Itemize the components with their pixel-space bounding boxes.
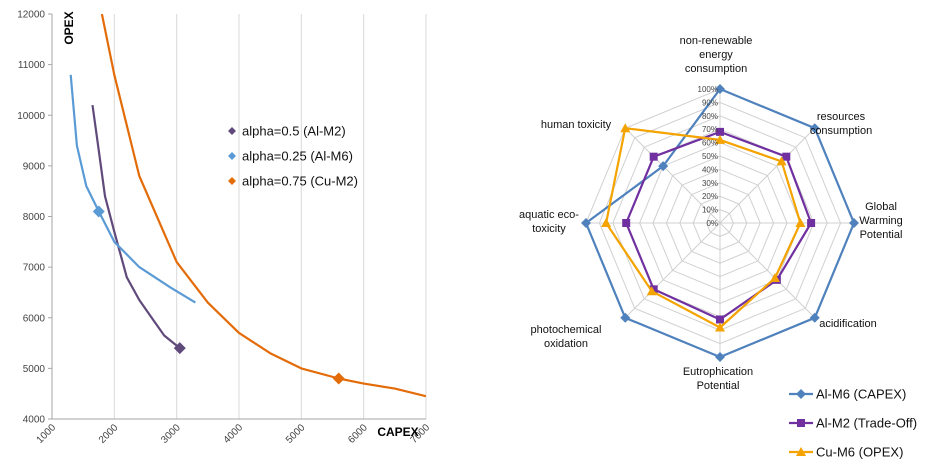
radar-legend-label-0: Al-M6 (CAPEX) — [816, 387, 906, 402]
x-axis-title: CAPEX — [377, 425, 418, 439]
radar-spoke — [719, 127, 816, 224]
y-tick-label: 11000 — [18, 60, 46, 71]
radar-marker-1 — [782, 152, 791, 161]
radar-marker-0 — [809, 312, 820, 323]
x-tick-label: 4000 — [222, 422, 246, 446]
radar-ring-label: 80% — [702, 112, 718, 121]
y-tick-label: 8000 — [23, 212, 46, 223]
radar-marker-0 — [849, 218, 859, 228]
radar-marker-0 — [620, 312, 631, 323]
line-chart-series — [69, 14, 426, 398]
line-chart-ticks: 1000 2000 3000 4000 5000 6000 7000 4000 5000 6000… — [17, 10, 432, 446]
radar-ring-label: 0% — [706, 219, 718, 228]
radar-marker-2 — [795, 218, 806, 227]
radar-marker-1 — [716, 315, 724, 324]
legend-label-0: alpha=0.5 (Al-M2) — [242, 124, 346, 139]
legend-marker-2 — [228, 177, 236, 185]
radar-marker-1 — [622, 219, 631, 227]
radar-ring-label: 100% — [698, 85, 718, 94]
radar-marker-2 — [715, 134, 725, 144]
y-axis-title: OPEX — [62, 11, 76, 44]
y-tick-label: 10000 — [17, 111, 45, 122]
radar-category-label: photochemical oxidation — [531, 324, 602, 350]
radar-category-labels: non-renewable energy consumption resources c… — [519, 35, 903, 392]
radar-ring-label: 30% — [702, 179, 718, 188]
legend-marker-0 — [228, 127, 236, 135]
capex-opex-chart: 1000 2000 3000 4000 5000 6000 7000 4000 5000 6000… — [17, 10, 432, 446]
radar-category-label: human toxicity — [541, 119, 612, 131]
radar-marker-1 — [649, 152, 658, 161]
radar-marker-2 — [620, 123, 631, 133]
y-tick-label: 6000 — [23, 313, 46, 324]
y-tick-label: 5000 — [23, 364, 46, 375]
radar-marker-1 — [807, 219, 816, 227]
radar-category-label: Global Warming Potential — [859, 201, 903, 241]
radar-marker-1 — [716, 127, 724, 136]
radar-chart: 0% 10% 20% 30% 40% 50% 60% 70% 80% 90% 100% non-re… — [519, 35, 917, 459]
radar-marker-0 — [658, 161, 669, 172]
radar-marker-2 — [769, 272, 780, 282]
radar-ring-labels: 0% 10% 20% 30% 40% 50% 60% 70% 80% 90% 100% — [698, 85, 718, 228]
legend-label-1: alpha=0.25 (Al-M6) — [242, 149, 353, 164]
radar-ring-label: 90% — [702, 98, 718, 107]
y-tick-label: 12000 — [17, 10, 45, 21]
radar-marker-0 — [715, 352, 725, 362]
radar-marker-1 — [649, 285, 658, 294]
radar-ring-label: 50% — [702, 152, 718, 161]
series-marker-0 — [173, 342, 186, 355]
y-tick-label: 7000 — [23, 263, 46, 274]
radar-marker-0 — [809, 123, 820, 134]
radar-legend-marker-2 — [796, 447, 806, 456]
x-tick-label: 2000 — [97, 422, 121, 446]
radar-marker-2 — [715, 322, 725, 332]
radar-marker-2 — [776, 156, 787, 166]
radar-legend-label-2: Cu-M6 (OPEX) — [816, 445, 903, 459]
radar-marker-2 — [646, 286, 657, 296]
line-chart-legend: alpha=0.5 (Al-M2) alpha=0.25 (Al-M6) alpha… — [228, 124, 358, 189]
radar-ring-label: 70% — [702, 125, 718, 134]
radar-legend: Al-M6 (CAPEX) Al-M2 (Trade-Off) Cu-M6 (OPE… — [789, 387, 917, 459]
radar-ring-label: 10% — [702, 206, 718, 215]
y-tick-label: 9000 — [23, 161, 46, 172]
radar-ring-label: 40% — [702, 165, 718, 174]
radar-ring-label: 60% — [702, 139, 718, 148]
radar-legend-marker-0 — [796, 389, 806, 399]
x-tick-label: 1000 — [35, 422, 59, 446]
radar-legend-label-1: Al-M2 (Trade-Off) — [816, 416, 917, 431]
radar-category-label: resources consumption — [810, 111, 872, 137]
radar-series — [581, 84, 859, 362]
radar-category-label: non-renewable energy consumption — [680, 35, 753, 75]
x-tick-label: 5000 — [284, 422, 308, 446]
series-line-0 — [91, 104, 181, 349]
radar-marker-0 — [581, 218, 591, 228]
series-line-2 — [100, 14, 426, 398]
radar-spoke — [719, 222, 816, 319]
x-tick-label: 3000 — [159, 422, 183, 446]
radar-spoke — [624, 222, 721, 319]
x-tick-label: 6000 — [346, 422, 370, 446]
radar-marker-2 — [601, 218, 612, 227]
legend-marker-1 — [228, 152, 236, 160]
y-tick-label: 4000 — [23, 415, 46, 426]
series-marker-2 — [332, 372, 345, 385]
radar-spoke — [624, 127, 721, 224]
radar-category-label: acidification — [819, 318, 876, 330]
legend-label-2: alpha=0.75 (Cu-M2) — [242, 174, 358, 189]
radar-legend-marker-1 — [797, 419, 805, 427]
radar-ring-label: 20% — [702, 192, 718, 201]
line-chart-grid — [48, 13, 427, 420]
series-marker-1 — [92, 205, 105, 218]
series-line-1 — [69, 74, 196, 304]
radar-category-label: Eutrophication Potential — [683, 366, 753, 392]
radar-category-label: aquatic eco-toxicity — [519, 209, 579, 235]
radar-marker-0 — [715, 84, 725, 94]
